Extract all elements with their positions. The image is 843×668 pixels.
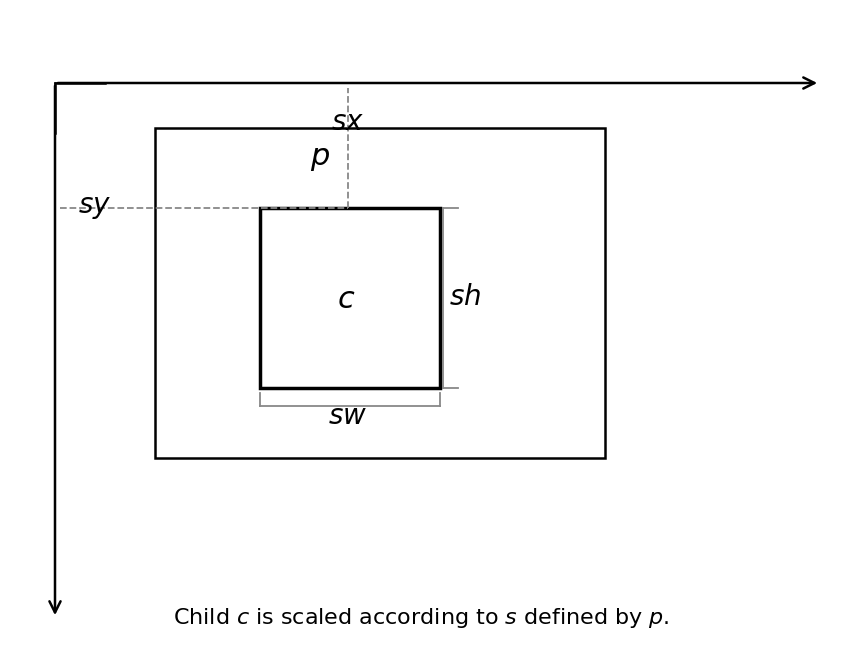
Bar	[155, 128, 605, 458]
Text: Child $c$ is scaled according to $s$ defined by $p$.: Child $c$ is scaled according to $s$ def…	[174, 606, 669, 630]
Text: $sh$: $sh$	[449, 285, 481, 311]
Text: $sx$: $sx$	[331, 110, 364, 136]
Text: $c$: $c$	[337, 285, 355, 315]
Text: $p$: $p$	[310, 142, 330, 174]
Text: $sy$: $sy$	[78, 194, 111, 222]
Bar	[260, 208, 440, 388]
Text: $sw$: $sw$	[329, 403, 368, 430]
